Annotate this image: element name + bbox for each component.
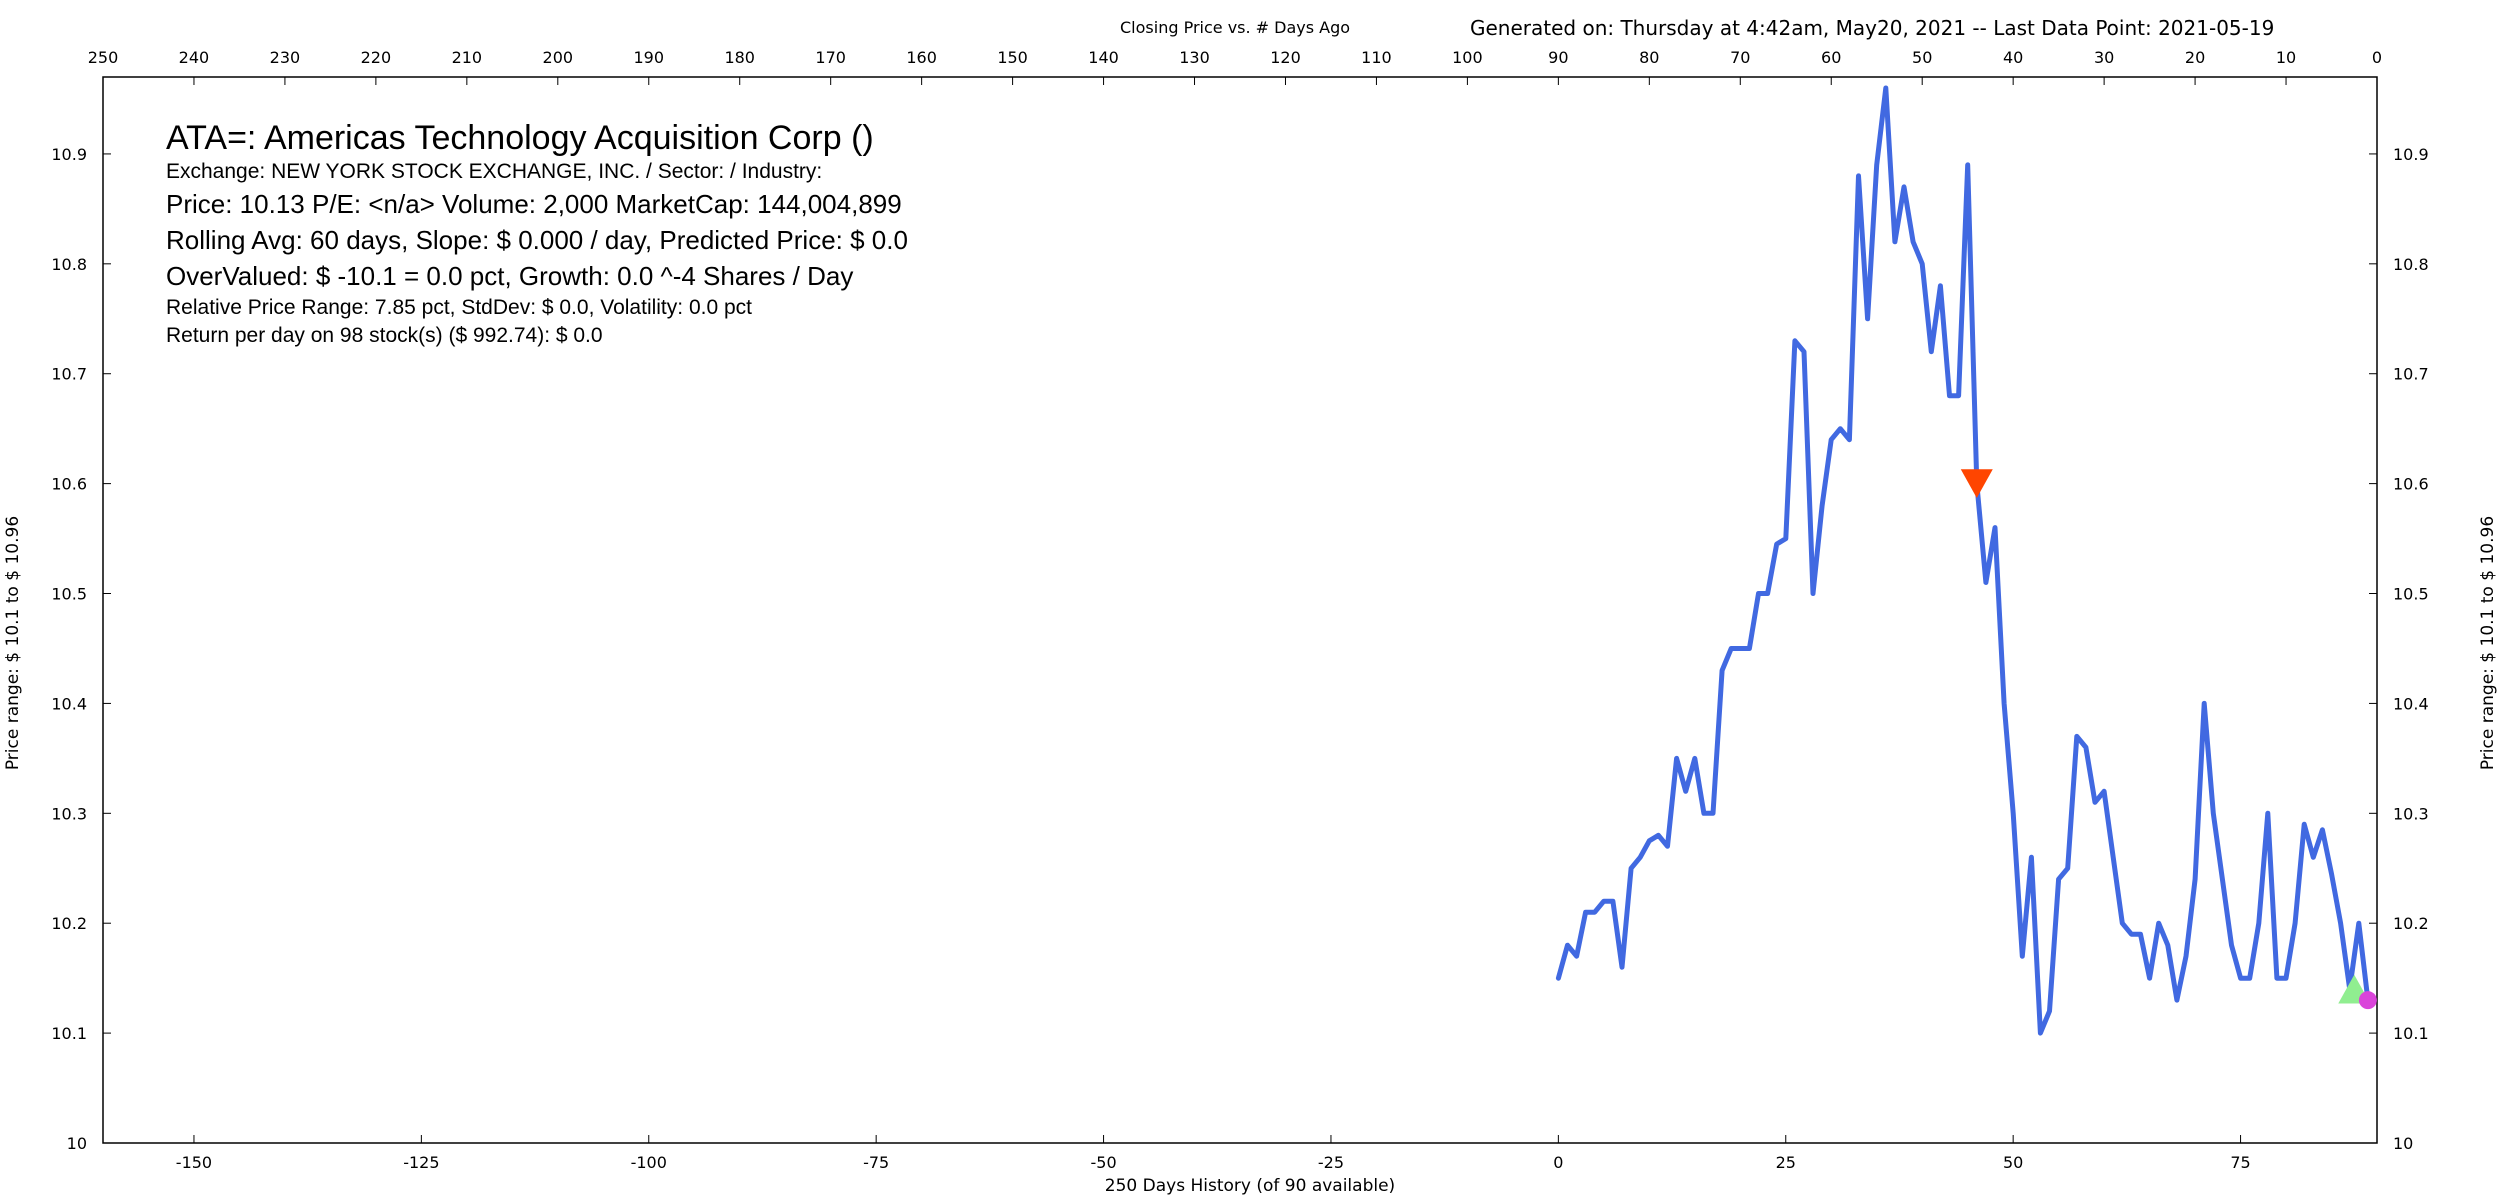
return-info: Return per day on 98 stock(s) ($ 992.74)…: [166, 324, 603, 347]
y-tick-label: 10: [67, 1134, 87, 1153]
y-tick-label-right: 10.9: [2393, 145, 2429, 164]
y-tick-label: 10.3: [51, 804, 87, 823]
x2-tick-label: 10: [2276, 48, 2296, 67]
series-group: [1555, 85, 2371, 1036]
x2-tick-label: 40: [2003, 48, 2023, 67]
y-tick-label-right: 10.1: [2393, 1024, 2429, 1043]
axis-ticks: -150 -125 -100 -75 -50 -25 0 25 50 75 250 240 230 220…: [51, 48, 2428, 1172]
x-tick-label: -50: [1090, 1153, 1116, 1172]
x2-tick-label: 140: [1088, 48, 1119, 67]
x2-tick-label: 120: [1270, 48, 1301, 67]
y-tick-label: 10.7: [51, 365, 87, 384]
x2-tick-label: 150: [997, 48, 1028, 67]
x2-tick-label: 70: [1730, 48, 1750, 67]
stock-name: ATA=: Americas Technology Acquisition Co…: [166, 119, 874, 157]
sell-marker: [1960, 469, 1993, 499]
x2-tick-label: 240: [179, 48, 210, 67]
y-tick-label: 10.8: [51, 255, 87, 274]
x-tick-label: 25: [1776, 1153, 1796, 1172]
y-axis-label-left: Price range: $ 10.1 to $ 10.96: [3, 515, 23, 771]
x2-tick-label: 50: [1912, 48, 1932, 67]
chart-title: Closing Price vs. # Days Ago: [1120, 18, 1351, 37]
y-tick-label-right: 10: [2393, 1134, 2413, 1153]
overvalued-info: OverValued: $ -10.1 = 0.0 pct, Growth: 0…: [166, 261, 854, 291]
x2-tick-label: 130: [1179, 48, 1210, 67]
y-tick-label-right: 10.5: [2393, 585, 2429, 604]
range-info: Relative Price Range: 7.85 pct, StdDev: …: [166, 296, 752, 319]
x2-tick-label: 250: [88, 48, 119, 67]
exchange-info: Exchange: NEW YORK STOCK EXCHANGE, INC. …: [166, 160, 823, 183]
y-tick-label: 10.5: [51, 585, 87, 604]
y-axis-label-right: Price range: $ 10.1 to $ 10.96: [2478, 515, 2498, 771]
x2-tick-label: 80: [1639, 48, 1659, 67]
x2-tick-label: 90: [1548, 48, 1568, 67]
x-tick-label: -25: [1318, 1153, 1344, 1172]
y-tick-label-right: 10.7: [2393, 365, 2429, 384]
y-tick-label: 10.9: [51, 145, 87, 164]
price-info: Price: 10.13 P/E: <n/a> Volume: 2,000 Ma…: [166, 189, 902, 219]
y-tick-label-right: 10.2: [2393, 914, 2429, 933]
x-axis-label: 250 Days History (of 90 available): [1104, 1176, 1396, 1196]
x2-tick-label: 30: [2094, 48, 2114, 67]
y-tick-label-right: 10.3: [2393, 804, 2429, 823]
x2-tick-label: 20: [2185, 48, 2205, 67]
y-tick-label-right: 10.8: [2393, 255, 2429, 274]
price-line: [1555, 85, 2371, 1036]
y-tick-label: 10.2: [51, 914, 87, 933]
x2-tick-label: 170: [815, 48, 846, 67]
x2-tick-label: 210: [452, 48, 483, 67]
rolling-avg-info: Rolling Avg: 60 days, Slope: $ 0.000 / d…: [166, 225, 908, 255]
x2-tick-label: 220: [361, 48, 392, 67]
x-tick-label: 75: [2230, 1153, 2250, 1172]
y-tick-label: 10.6: [51, 475, 87, 494]
x-tick-label: -150: [176, 1153, 212, 1172]
x2-tick-label: 190: [633, 48, 664, 67]
y-tick-label-right: 10.4: [2393, 694, 2429, 713]
x2-tick-label: 160: [906, 48, 937, 67]
y-tick-label: 10.1: [51, 1024, 87, 1043]
y-tick-label-right: 10.6: [2393, 475, 2429, 494]
y-tick-label: 10.4: [51, 694, 87, 713]
x-tick-label: 0: [1553, 1153, 1563, 1172]
generated-timestamp: Generated on: Thursday at 4:42am, May20,…: [1470, 16, 2275, 40]
x-tick-label: 50: [2003, 1153, 2023, 1172]
x2-tick-label: 180: [724, 48, 755, 67]
x2-tick-label: 200: [543, 48, 574, 67]
last-price-marker: [2358, 991, 2377, 1010]
x-tick-label: -75: [863, 1153, 889, 1172]
x2-tick-label: 230: [270, 48, 301, 67]
x-tick-label: -125: [403, 1153, 439, 1172]
x2-tick-label: 100: [1452, 48, 1483, 67]
x-tick-label: -100: [631, 1153, 667, 1172]
plot-frame: [102, 76, 2378, 1144]
x2-tick-label: 0: [2372, 48, 2382, 67]
markers-group: [1960, 469, 2377, 1010]
x2-tick-label: 110: [1361, 48, 1392, 67]
x2-tick-label: 60: [1821, 48, 1841, 67]
stock-info-panel: ATA=: Americas Technology Acquisition Co…: [166, 118, 908, 350]
